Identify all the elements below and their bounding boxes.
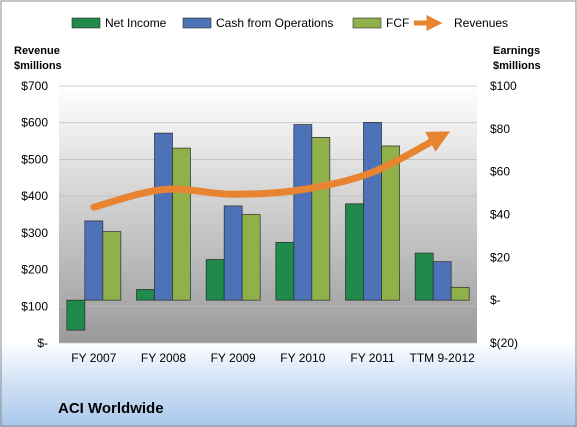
bar-net-income	[136, 289, 155, 301]
bar-fcf	[311, 137, 331, 301]
left-tick-label: $300	[21, 226, 48, 240]
legend-swatch	[71, 17, 101, 29]
bar-cash-from-operations	[223, 205, 243, 301]
right-tick-label: $-	[490, 293, 501, 307]
legend-swatch	[352, 17, 382, 29]
revenue-line	[90, 131, 451, 211]
bar-net-income	[345, 203, 364, 301]
bar-cash-from-operations	[363, 122, 382, 301]
left-tick-label: $-	[37, 336, 48, 350]
right-tick-label: $60	[490, 165, 510, 179]
x-tick-label: FY 2008	[141, 351, 186, 365]
plot-area	[59, 86, 477, 343]
bar-fcf	[102, 231, 122, 301]
bar-fcf	[172, 147, 191, 301]
left-tick-label: $200	[21, 263, 48, 277]
x-tick-label: FY 2010	[280, 351, 325, 365]
bar-net-income	[205, 259, 225, 301]
left-tick-label: $500	[21, 152, 48, 166]
x-axis-ticks: FY 2007 FY 2008 FY 2009 FY 2010 FY 2011 TTM 9…	[71, 351, 475, 365]
legend: Net Income Cash from Operations FCF Revenue…	[71, 14, 508, 32]
bar-cash-from-operations	[432, 261, 452, 301]
bar-cash-from-operations	[293, 124, 313, 301]
x-tick-label: FY 2007	[71, 351, 116, 365]
left-tick-label: $400	[21, 189, 48, 203]
bar-cash-from-operations	[84, 220, 104, 301]
legend-label: Net Income	[105, 16, 167, 30]
x-tick-label: FY 2009	[211, 351, 256, 365]
bar-fcf	[450, 286, 470, 301]
left-tick-label: $600	[21, 116, 48, 130]
right-tick-label: $20	[490, 250, 510, 264]
right-axis-title-line1: Earnings	[493, 45, 540, 57]
legend-label: FCF	[386, 16, 409, 30]
right-axis-ticks: $(20) $- $20 $40 $60 $80 $100	[490, 79, 518, 350]
bars	[66, 122, 470, 331]
right-tick-label: $40	[490, 208, 510, 222]
bar-fcf	[241, 214, 261, 301]
x-tick-label: FY 2011	[350, 351, 395, 365]
right-tick-label: $100	[490, 79, 517, 93]
left-tick-label: $100	[21, 299, 48, 313]
left-tick-label: $700	[21, 79, 48, 93]
revenue-line-layer	[90, 131, 451, 211]
bar-cash-from-operations	[154, 132, 173, 301]
bar-fcf	[381, 145, 400, 301]
left-axis-title-line2: $millions	[14, 60, 62, 72]
bar-net-income	[414, 252, 434, 301]
right-axis-title-line2: $millions	[493, 60, 541, 72]
bar-net-income	[275, 241, 295, 301]
legend-swatch	[182, 17, 212, 29]
chart-title: ACI Worldwide	[58, 400, 164, 417]
bar-net-income	[66, 299, 86, 331]
left-axis-ticks: $- $100 $200 $300 $400 $500 $600 $700	[21, 79, 48, 350]
left-axis-title-line1: Revenue	[14, 45, 60, 57]
right-tick-label: $(20)	[490, 336, 518, 350]
legend-label: Cash from Operations	[216, 16, 333, 30]
right-tick-label: $80	[490, 122, 510, 136]
x-tick-label: TTM 9-2012	[409, 351, 475, 365]
legend-label: Revenues	[454, 16, 508, 30]
